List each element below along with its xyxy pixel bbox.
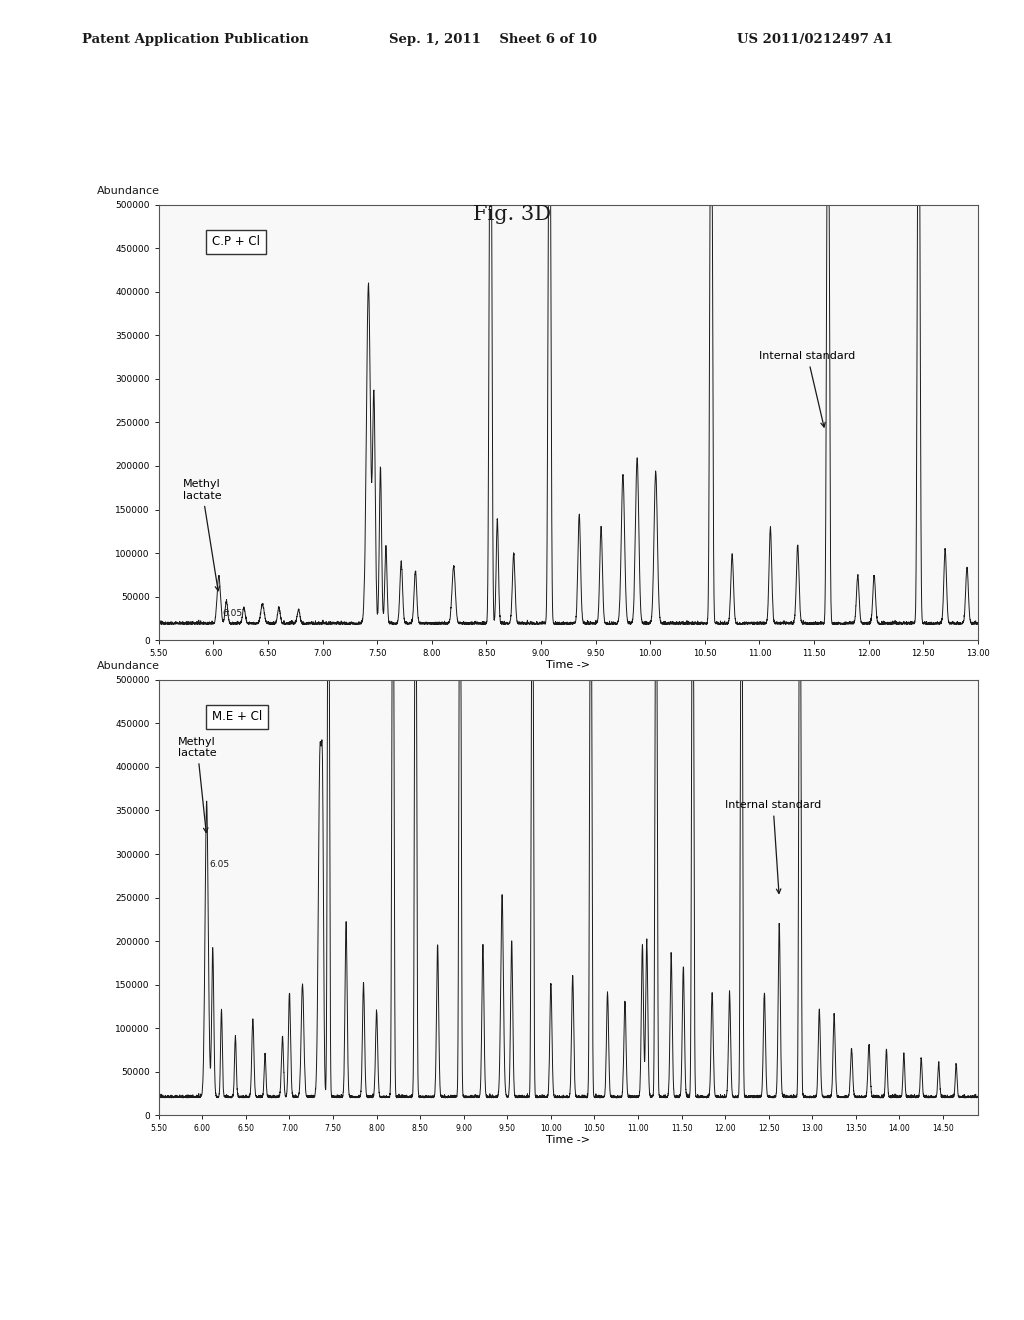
Text: 6.05: 6.05	[209, 861, 229, 869]
Text: Methyl
lactate: Methyl lactate	[182, 479, 221, 591]
X-axis label: Time ->: Time ->	[547, 660, 590, 669]
Text: Abundance: Abundance	[97, 186, 161, 195]
Text: C.P + Cl: C.P + Cl	[212, 235, 260, 248]
Text: Internal standard: Internal standard	[725, 800, 821, 894]
Text: Internal standard: Internal standard	[760, 351, 856, 428]
Text: Abundance: Abundance	[97, 661, 161, 671]
Text: 6.05: 6.05	[222, 609, 243, 618]
Text: Patent Application Publication: Patent Application Publication	[82, 33, 308, 46]
Text: US 2011/0212497 A1: US 2011/0212497 A1	[737, 33, 893, 46]
X-axis label: Time ->: Time ->	[547, 1135, 590, 1144]
Text: M.E + Cl: M.E + Cl	[212, 710, 262, 723]
Text: Sep. 1, 2011    Sheet 6 of 10: Sep. 1, 2011 Sheet 6 of 10	[389, 33, 597, 46]
Text: Fig. 3D: Fig. 3D	[473, 205, 551, 223]
Text: Methyl
lactate: Methyl lactate	[178, 737, 216, 833]
